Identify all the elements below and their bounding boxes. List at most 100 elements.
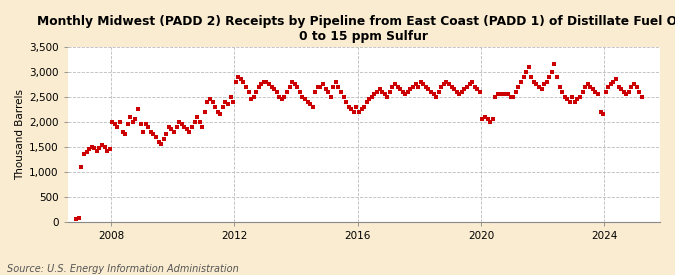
- Point: [323, 90, 333, 94]
- Point: [631, 85, 642, 89]
- Point: [539, 82, 549, 87]
- Point: [526, 75, 537, 79]
- Point: [341, 100, 352, 104]
- Point: [423, 87, 434, 92]
- Point: [572, 97, 583, 101]
- Point: [462, 85, 472, 89]
- Point: [236, 77, 246, 82]
- Point: [166, 127, 177, 131]
- Point: [112, 125, 123, 129]
- Point: [89, 146, 100, 150]
- Point: [400, 92, 410, 97]
- Point: [598, 112, 609, 117]
- Point: [459, 87, 470, 92]
- Point: [238, 80, 249, 84]
- Point: [431, 95, 441, 99]
- Point: [595, 110, 606, 114]
- Point: [315, 85, 326, 89]
- Point: [192, 115, 202, 119]
- Point: [436, 85, 447, 89]
- Point: [109, 122, 120, 127]
- Point: [246, 97, 256, 101]
- Point: [557, 90, 568, 94]
- Point: [271, 90, 282, 94]
- Point: [536, 87, 547, 92]
- Point: [587, 87, 598, 92]
- Point: [135, 122, 146, 127]
- Point: [264, 82, 275, 87]
- Point: [189, 120, 200, 124]
- Point: [279, 95, 290, 99]
- Point: [335, 90, 346, 94]
- Point: [328, 85, 339, 89]
- Point: [138, 130, 148, 134]
- Point: [145, 130, 156, 134]
- Point: [493, 92, 504, 97]
- Point: [570, 100, 580, 104]
- Point: [140, 122, 151, 127]
- Point: [143, 125, 154, 129]
- Point: [637, 95, 647, 99]
- Point: [485, 120, 495, 124]
- Point: [374, 87, 385, 92]
- Point: [81, 150, 92, 154]
- Point: [115, 120, 126, 124]
- Point: [227, 100, 238, 104]
- Point: [220, 100, 231, 104]
- Point: [605, 82, 616, 87]
- Point: [223, 102, 234, 107]
- Point: [253, 85, 264, 89]
- Point: [567, 95, 578, 99]
- Point: [395, 87, 406, 92]
- Point: [490, 95, 501, 99]
- Point: [580, 85, 591, 89]
- Point: [564, 100, 575, 104]
- Point: [212, 110, 223, 114]
- Point: [269, 87, 279, 92]
- Point: [333, 85, 344, 89]
- Point: [479, 115, 490, 119]
- Point: [593, 92, 603, 97]
- Point: [281, 90, 292, 94]
- Point: [346, 107, 356, 112]
- Point: [94, 146, 105, 150]
- Point: [122, 122, 133, 127]
- Point: [71, 217, 82, 221]
- Point: [441, 80, 452, 84]
- Point: [217, 105, 228, 109]
- Point: [518, 75, 529, 79]
- Point: [387, 85, 398, 89]
- Point: [410, 82, 421, 87]
- Point: [105, 147, 115, 152]
- Point: [159, 137, 169, 142]
- Point: [531, 82, 542, 87]
- Point: [549, 62, 560, 67]
- Point: [377, 90, 387, 94]
- Point: [130, 117, 141, 122]
- Point: [516, 80, 526, 84]
- Point: [554, 85, 565, 89]
- Point: [119, 132, 130, 136]
- Point: [344, 105, 354, 109]
- Point: [574, 95, 585, 99]
- Point: [529, 80, 539, 84]
- Point: [86, 145, 97, 149]
- Point: [560, 95, 570, 99]
- Point: [99, 145, 110, 149]
- Point: [125, 115, 136, 119]
- Point: [251, 90, 262, 94]
- Point: [215, 112, 225, 117]
- Point: [354, 110, 364, 114]
- Point: [173, 120, 184, 124]
- Point: [274, 95, 285, 99]
- Point: [117, 130, 128, 134]
- Point: [338, 95, 349, 99]
- Point: [523, 65, 534, 69]
- Point: [426, 90, 437, 94]
- Point: [313, 85, 323, 89]
- Point: [156, 142, 167, 147]
- Point: [132, 107, 143, 112]
- Point: [128, 120, 138, 124]
- Point: [325, 95, 336, 99]
- Point: [449, 87, 460, 92]
